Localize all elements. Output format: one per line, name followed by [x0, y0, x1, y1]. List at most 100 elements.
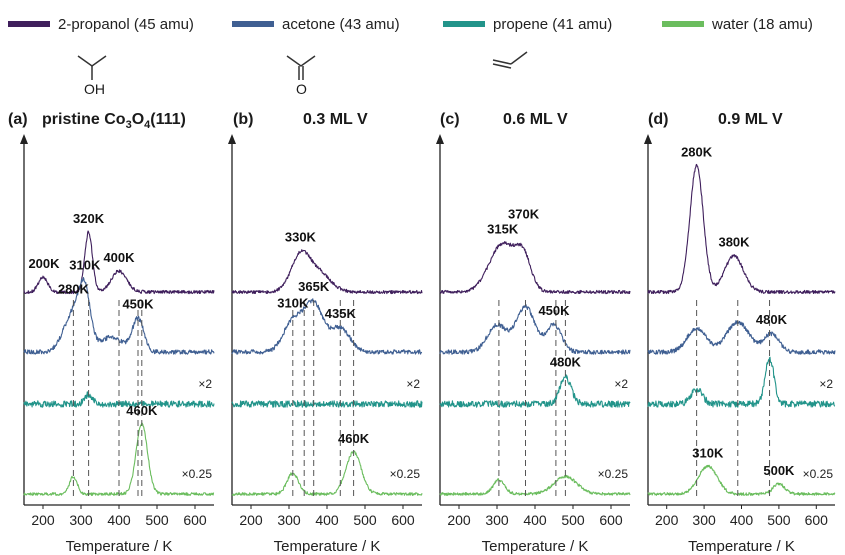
legend-label-propene: propene (41 amu)	[493, 16, 612, 33]
peak-label: 365K	[298, 279, 330, 294]
propene-scale-label: ×2	[198, 377, 212, 391]
peak-label: 310K	[69, 258, 101, 273]
legend-item-propene: propene (41 amu)	[443, 16, 612, 69]
peak-label: 320K	[73, 211, 105, 226]
x-tick-label: 300	[485, 512, 509, 528]
panel-c: 200 300 400 500 600 Temperature / K ×2 ×0.25 315…	[436, 134, 631, 555]
x-tick-label: 500	[767, 512, 791, 528]
x-tick-label: 500	[561, 512, 585, 528]
legend-label-acetone: acetone (43 amu)	[282, 16, 400, 33]
x-tick-label: 200	[655, 512, 679, 528]
series-propene-line	[647, 356, 836, 408]
x-tick-label: 600	[183, 512, 207, 528]
series-propanol-line	[231, 249, 423, 295]
peak-label: 480K	[550, 355, 582, 370]
series-acetone-line	[231, 298, 423, 355]
peak-label: 330K	[285, 230, 317, 245]
acetone-structure-icon: O	[286, 55, 316, 97]
water-scale-label: ×0.25	[182, 467, 213, 481]
x-tick-label: 200	[447, 512, 471, 528]
peak-label: 450K	[122, 296, 154, 311]
series-propene-line	[439, 373, 631, 408]
x-tick-label: 300	[69, 512, 93, 528]
x-tick-label: 600	[805, 512, 829, 528]
y-axis-arrow-icon	[436, 134, 444, 144]
peak-label: 310K	[277, 295, 309, 310]
series-propanol-line	[23, 230, 215, 295]
peak-label: 380K	[718, 235, 750, 250]
propene-scale-label: ×2	[819, 377, 833, 391]
x-tick-label: 400	[523, 512, 547, 528]
x-axis-label: Temperature / K	[274, 538, 381, 555]
panel-c-title: (c) 0.6 ML V	[440, 111, 568, 128]
x-tick-label: 400	[107, 512, 131, 528]
series-propene-line	[231, 400, 423, 408]
x-tick-label: 300	[277, 512, 301, 528]
propene-scale-label: ×2	[614, 377, 628, 391]
x-axis-label: Temperature / K	[66, 538, 173, 555]
peak-label: 460K	[126, 403, 158, 418]
y-axis-arrow-icon	[228, 134, 236, 144]
propene-structure-icon	[492, 51, 528, 69]
x-tick-label: 300	[692, 512, 716, 528]
peak-label: 435K	[325, 306, 357, 321]
x-tick-label: 200	[239, 512, 263, 528]
panel-a-title: (a) pristine Co3O4(111)	[8, 111, 186, 131]
panel-a-title-text: pristine Co3O4(111)	[42, 111, 186, 131]
legend-item-water: water (18 amu)	[662, 16, 813, 33]
legend-label-water: water (18 amu)	[711, 16, 813, 33]
panel-c-letter: (c)	[440, 111, 460, 128]
peak-label: 310K	[692, 445, 724, 460]
legend-item-propanol: 2-propanol (45 amu) OH	[8, 16, 194, 97]
y-axis-arrow-icon	[20, 134, 28, 144]
legend: 2-propanol (45 amu) OH acetone (43 amu) …	[8, 16, 813, 97]
panel-d-title: (d) 0.9 ML V	[648, 111, 783, 128]
x-tick-label: 500	[353, 512, 377, 528]
series-acetone-line	[647, 320, 836, 355]
peak-label: 315K	[487, 222, 519, 237]
hydroxyl-label: OH	[84, 81, 105, 97]
panel-d: 200 300 400 500 600 Temperature / K ×2 ×0.25 280…	[644, 134, 836, 555]
carbonyl-oxygen-label: O	[296, 81, 307, 97]
x-axis-label: Temperature / K	[688, 538, 795, 555]
2-propanol-structure-icon: OH	[77, 55, 107, 97]
series-propanol-line	[439, 241, 631, 295]
x-tick-label: 200	[31, 512, 55, 528]
series-acetone-line	[439, 304, 631, 355]
peak-label: 280K	[58, 281, 90, 296]
panel-b-title-text: 0.3 ML V	[303, 111, 368, 128]
x-tick-label: 600	[599, 512, 623, 528]
peak-label: 500K	[763, 463, 795, 478]
legend-label-propanol: 2-propanol (45 amu)	[58, 16, 194, 33]
peak-label: 480K	[756, 312, 788, 327]
x-axis-label: Temperature / K	[482, 538, 589, 555]
panel-b-title: (b) 0.3 ML V	[233, 111, 368, 128]
panel-c-title-text: 0.6 ML V	[503, 111, 568, 128]
water-scale-label: ×0.25	[803, 467, 834, 481]
peak-label: 450K	[538, 303, 570, 318]
x-tick-label: 500	[145, 512, 169, 528]
panel-d-title-text: 0.9 ML V	[718, 111, 783, 128]
peak-label: 400K	[103, 250, 135, 265]
panel-a-letter: (a)	[8, 111, 28, 128]
water-scale-label: ×0.25	[598, 467, 629, 481]
series-water-line	[231, 450, 423, 496]
panel-b: 200 300 400 500 600 Temperature / K ×2 ×0.25 330…	[228, 134, 423, 555]
series-water-line	[647, 464, 836, 496]
y-axis-arrow-icon	[644, 134, 652, 144]
x-tick-label: 400	[730, 512, 754, 528]
peak-label: 200K	[28, 256, 60, 271]
panel-a: 200 300 400 500 600 Temperature / K ×2 ×0.25 200…	[20, 134, 215, 555]
x-tick-label: 400	[315, 512, 339, 528]
series-propanol-line	[647, 163, 836, 295]
peak-label: 280K	[681, 144, 713, 159]
water-scale-label: ×0.25	[390, 467, 421, 481]
peak-label: 460K	[338, 431, 370, 446]
panel-b-letter: (b)	[233, 111, 253, 128]
series-water-line	[439, 474, 631, 496]
x-tick-label: 600	[391, 512, 415, 528]
panel-d-letter: (d)	[648, 111, 668, 128]
legend-item-acetone: acetone (43 amu) O	[232, 16, 400, 97]
propene-scale-label: ×2	[406, 377, 420, 391]
